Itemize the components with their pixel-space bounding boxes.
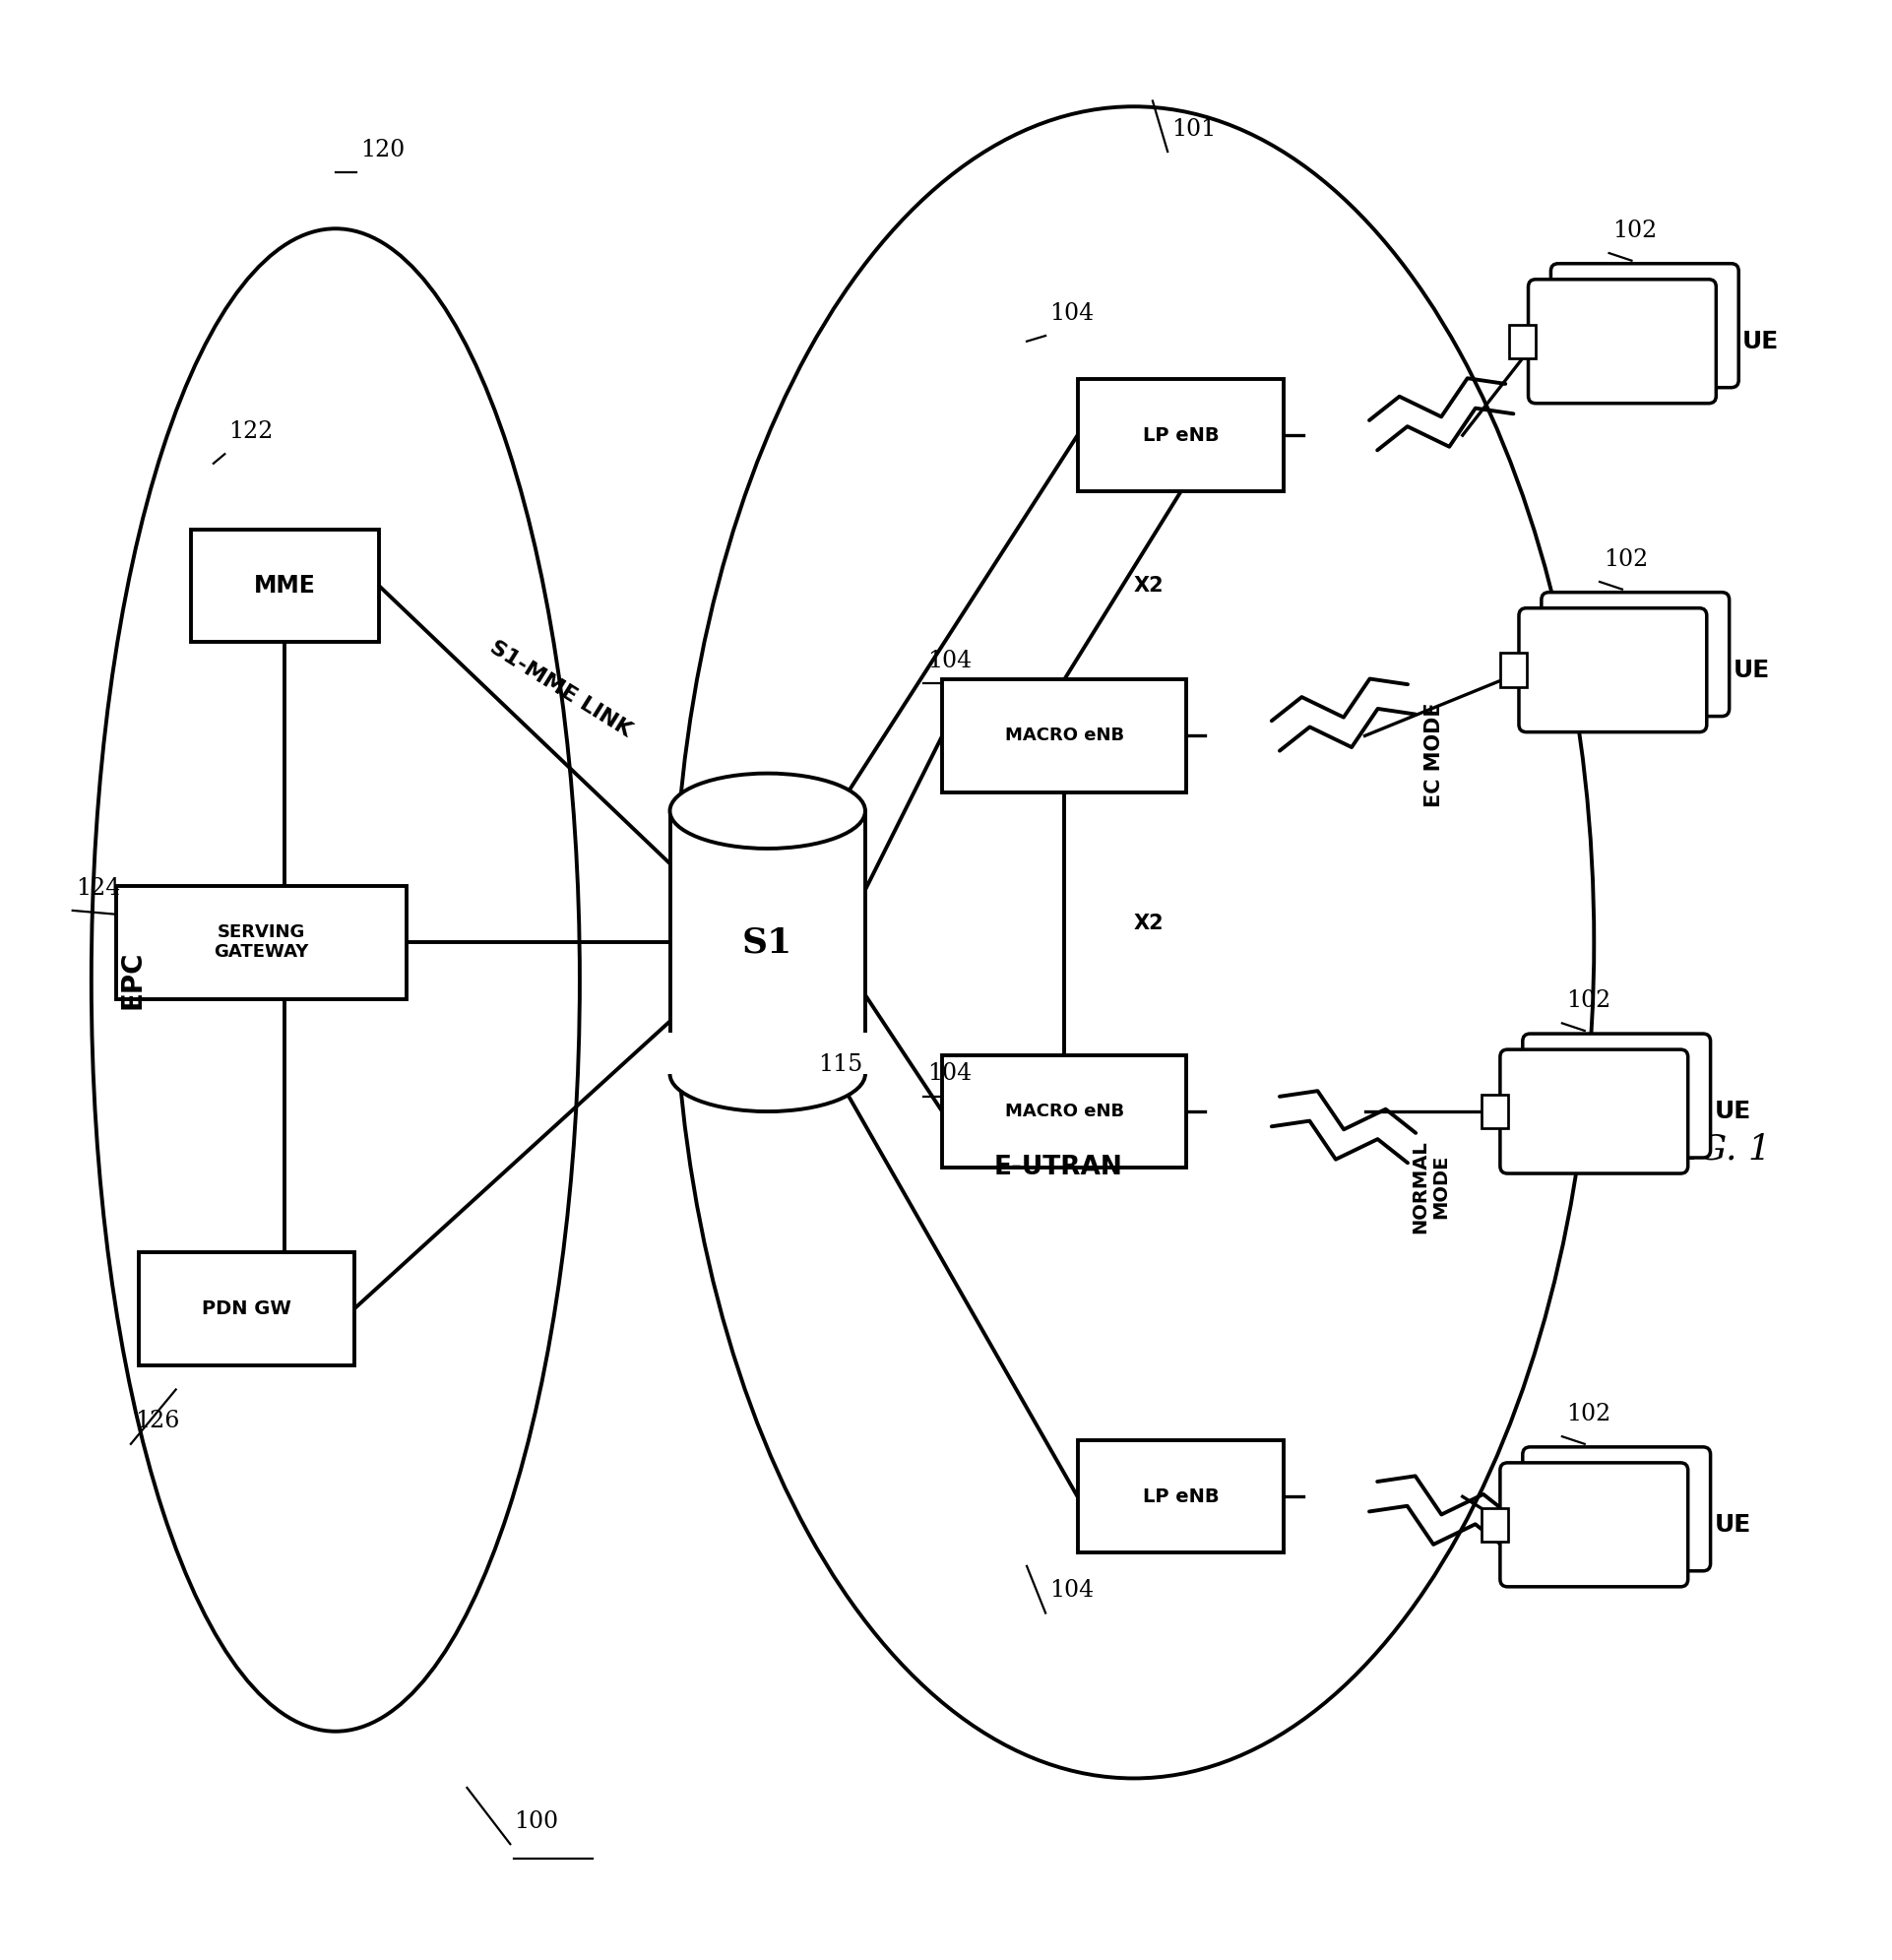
Bar: [115, 886, 407, 1000]
Text: MACRO eNB: MACRO eNB: [1005, 1103, 1124, 1121]
FancyBboxPatch shape: [1523, 1446, 1710, 1572]
Bar: [670, 811, 865, 1074]
Text: S1: S1: [742, 925, 793, 958]
Bar: [942, 1054, 1186, 1168]
Text: 104: 104: [927, 1062, 972, 1086]
Bar: [666, 1033, 868, 1074]
FancyBboxPatch shape: [1529, 280, 1716, 404]
Text: 124: 124: [76, 876, 121, 900]
Text: 122: 122: [229, 419, 272, 443]
Text: 102: 102: [1567, 1403, 1610, 1425]
Bar: [1077, 378, 1285, 492]
Text: 104: 104: [1050, 1580, 1094, 1601]
Bar: [1510, 325, 1536, 359]
FancyBboxPatch shape: [1523, 1033, 1710, 1158]
Text: 101: 101: [1171, 118, 1217, 141]
Bar: [1481, 1094, 1508, 1129]
Bar: [942, 680, 1186, 792]
FancyBboxPatch shape: [1500, 1462, 1688, 1588]
Bar: [191, 529, 378, 641]
Text: 126: 126: [134, 1409, 180, 1433]
Text: PDN GW: PDN GW: [202, 1299, 291, 1317]
Text: NORMAL
MODE: NORMAL MODE: [1411, 1141, 1449, 1233]
Text: X2: X2: [1133, 576, 1164, 596]
Text: 115: 115: [817, 1053, 863, 1076]
Text: LP eNB: LP eNB: [1143, 425, 1218, 445]
Text: UE: UE: [1743, 329, 1778, 353]
Ellipse shape: [670, 774, 865, 849]
FancyBboxPatch shape: [1519, 608, 1707, 731]
Text: 102: 102: [1603, 549, 1648, 570]
FancyBboxPatch shape: [1542, 592, 1729, 715]
Text: S1-MME LINK: S1-MME LINK: [486, 637, 636, 741]
FancyBboxPatch shape: [1551, 263, 1739, 388]
Text: 102: 102: [1567, 990, 1610, 1011]
Bar: [1481, 1507, 1508, 1543]
Text: UE: UE: [1733, 659, 1769, 682]
Text: 102: 102: [1612, 220, 1657, 241]
Bar: [1077, 1441, 1285, 1552]
Text: UE: UE: [1714, 1513, 1750, 1537]
Ellipse shape: [670, 1037, 865, 1111]
Text: E-UTRAN: E-UTRAN: [995, 1154, 1124, 1180]
Bar: [1500, 653, 1527, 686]
Text: LP eNB: LP eNB: [1143, 1488, 1218, 1505]
Text: UE: UE: [1714, 1100, 1750, 1123]
Text: X2: X2: [1133, 913, 1164, 933]
Text: EPC: EPC: [119, 951, 146, 1009]
Text: 104: 104: [927, 649, 972, 672]
Text: 100: 100: [515, 1811, 558, 1833]
FancyBboxPatch shape: [1500, 1049, 1688, 1174]
Bar: [138, 1252, 354, 1364]
Text: SERVING
GATEWAY: SERVING GATEWAY: [214, 923, 308, 960]
Text: MACRO eNB: MACRO eNB: [1005, 727, 1124, 745]
Text: FIG. 1: FIG. 1: [1659, 1133, 1771, 1166]
Text: MME: MME: [254, 574, 316, 598]
Text: 104: 104: [1050, 302, 1094, 325]
Text: 120: 120: [359, 139, 405, 161]
Text: EC MODE: EC MODE: [1425, 702, 1444, 808]
